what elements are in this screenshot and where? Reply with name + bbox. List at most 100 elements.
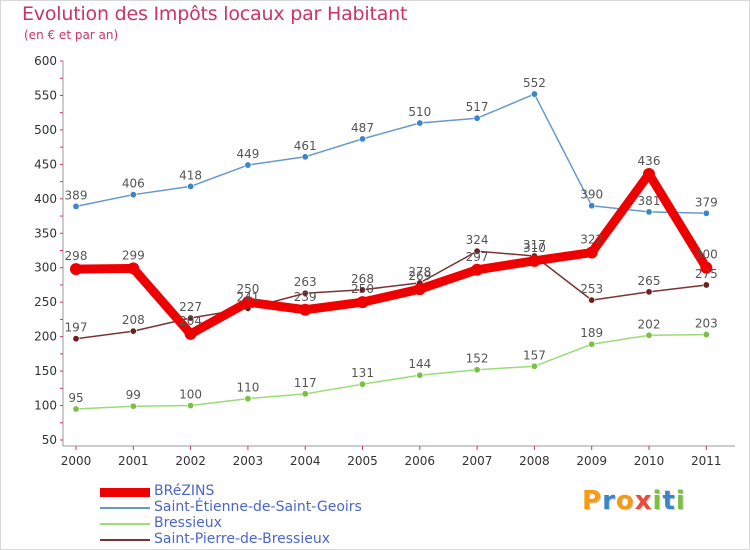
logo-letter: r: [602, 486, 616, 516]
x-tick-label: 2005: [347, 454, 378, 468]
data-point: [530, 362, 538, 370]
data-label: 436: [638, 154, 661, 168]
data-label: 250: [351, 282, 374, 296]
y-tick-label: 200: [34, 330, 57, 344]
data-label: 299: [122, 248, 145, 262]
y-tick-label: 500: [34, 123, 57, 137]
data-label: 208: [122, 313, 145, 327]
series-group: [70, 90, 713, 413]
legend-item: BRéZINS: [100, 483, 400, 500]
data-label: 253: [580, 282, 603, 296]
data-labels: 389 406 418 449 461 487 510 517 552 390 381 379 95 99…: [65, 76, 718, 405]
y-tick-label: 100: [34, 399, 57, 413]
data-label: 310: [523, 241, 546, 255]
data-point: [244, 161, 252, 169]
data-point: [700, 261, 713, 274]
data-label: 269: [408, 269, 431, 283]
chart-subtitle: (en € et par an): [24, 28, 119, 42]
data-label: 389: [65, 188, 88, 202]
data-point: [416, 371, 424, 379]
y-tick-label: 600: [34, 54, 57, 68]
data-label: 461: [294, 139, 317, 153]
x-tick-label: 2003: [233, 454, 264, 468]
data-label: 510: [408, 105, 431, 119]
series-line: [71, 169, 711, 339]
x-tick-label: 2000: [61, 454, 92, 468]
data-point: [129, 327, 137, 335]
data-label: 297: [466, 250, 489, 264]
data-point: [356, 296, 369, 309]
data-label: 227: [179, 300, 202, 314]
logo-letter: o: [615, 486, 635, 516]
series-line: [75, 93, 708, 215]
data-label: 203: [695, 317, 718, 331]
data-point: [184, 327, 197, 340]
data-label: 390: [580, 188, 603, 202]
legend-label: Bressieux: [154, 515, 222, 531]
data-label: 449: [236, 147, 259, 161]
series-line: [75, 333, 708, 410]
data-label: 250: [236, 282, 259, 296]
data-point: [72, 405, 80, 413]
data-point: [702, 281, 710, 289]
data-label: 381: [638, 194, 661, 208]
data-point: [645, 208, 653, 216]
data-label: 275: [695, 267, 718, 281]
data-point: [299, 303, 312, 316]
logo-letter: i: [675, 486, 686, 516]
logo-letter: P: [582, 486, 603, 516]
data-point: [585, 246, 598, 259]
data-point: [244, 395, 252, 403]
axes: 50 100 150 200 250 300 350 400 450 500 550 600 2000 2…: [34, 54, 735, 468]
y-tick-label: 450: [34, 157, 57, 171]
data-label: 197: [65, 321, 88, 335]
y-tick-label: 550: [34, 88, 57, 102]
logo-letter: x: [634, 486, 653, 516]
data-point: [301, 153, 309, 161]
data-point: [358, 380, 366, 388]
data-point: [471, 263, 484, 276]
y-tick-label: 300: [34, 261, 57, 275]
chart-title: Evolution des Impôts locaux par Habitant: [22, 3, 408, 25]
data-label: 241: [236, 290, 259, 304]
data-point: [643, 168, 655, 181]
data-point: [129, 402, 137, 410]
data-label: 418: [179, 168, 202, 182]
x-tick-label: 2009: [576, 454, 607, 468]
data-point: [129, 191, 137, 199]
data-label: 100: [179, 388, 202, 402]
data-point: [588, 296, 596, 304]
y-tick-label: 350: [34, 226, 57, 240]
data-point: [473, 114, 481, 122]
logo-letter: t: [662, 486, 676, 516]
data-label: 298: [65, 249, 88, 263]
data-point: [588, 202, 596, 210]
data-point: [702, 331, 710, 339]
data-label: 157: [523, 348, 546, 362]
data-label: 202: [638, 317, 661, 331]
legend-item: Saint-Pierre-de-Bressieux: [100, 531, 400, 548]
data-label: 278: [408, 265, 431, 279]
data-point: [72, 202, 80, 210]
data-label: 117: [294, 376, 317, 390]
y-tick-label: 250: [34, 295, 57, 309]
data-label: 99: [126, 388, 141, 402]
legend: BRéZINS Saint-Étienne-de-Saint-Geoirs Bres…: [100, 483, 400, 548]
data-point: [416, 119, 424, 127]
data-label: 152: [466, 352, 489, 366]
data-point: [72, 335, 80, 343]
data-point: [301, 289, 309, 297]
data-label: 110: [236, 381, 259, 395]
x-tick-label: 2008: [519, 454, 550, 468]
x-tick-label: 2010: [634, 454, 665, 468]
data-point: [645, 331, 653, 339]
data-point: [187, 182, 195, 190]
data-point: [473, 247, 481, 255]
x-tick-label: 2002: [175, 454, 206, 468]
x-tick-label: 2007: [462, 454, 493, 468]
data-label: 131: [351, 366, 374, 380]
data-point: [301, 390, 309, 398]
data-label: 300: [695, 248, 718, 262]
y-tick-label: 400: [34, 192, 57, 206]
